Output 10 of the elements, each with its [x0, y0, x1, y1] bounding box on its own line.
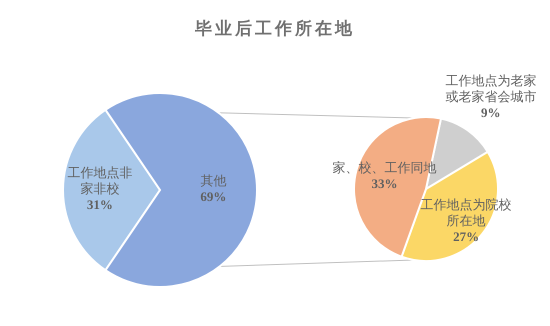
slice-label: 工作地点为老家或老家省会城市 — [445, 73, 536, 104]
data-label: 31% — [86, 196, 113, 212]
slice-label: 家、校、工作同地 — [332, 160, 436, 176]
data-label: 69% — [200, 188, 226, 204]
data-label: 33% — [371, 176, 398, 192]
slice-label: 工作地点非家非校 — [67, 164, 132, 196]
data-label: 9% — [481, 105, 501, 120]
slice-label: 其他 — [200, 172, 226, 188]
data-label: 27% — [453, 228, 480, 244]
chart-title: 毕业后工作所在地 — [194, 19, 355, 38]
